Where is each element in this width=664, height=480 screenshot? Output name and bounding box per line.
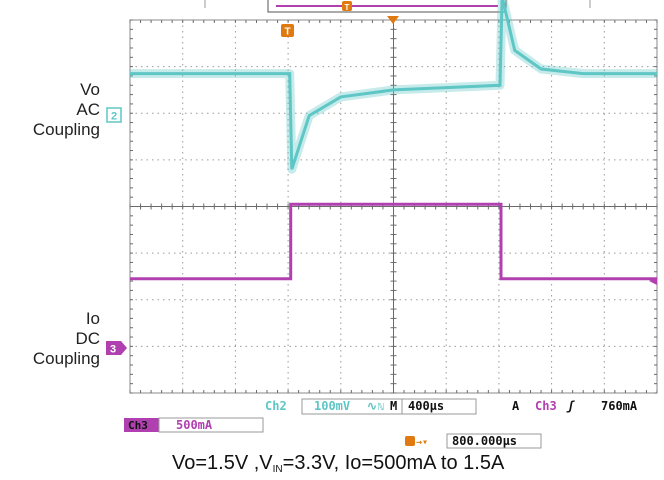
trigger-t-box <box>281 24 294 37</box>
ch2-trace <box>130 0 657 170</box>
ch2-marker-number: 2 <box>111 111 117 123</box>
trigger-t-marker: T <box>281 24 294 38</box>
caption-part1: Vo=1.5V ,V <box>172 452 273 474</box>
trigger-pos-arrow: →▾ <box>416 437 428 448</box>
io-label-line2: DC <box>75 329 100 348</box>
ch3-label: Ch3 <box>128 419 148 432</box>
ch3-ground-marker: 3 <box>106 341 127 356</box>
figure-caption: Vo=1.5V ,VIN=3.3V, Io=500mA to 1.5A <box>172 452 504 475</box>
ch3-trace <box>130 202 657 281</box>
trigger-level: 760mA <box>601 399 638 413</box>
trigger-pos-badge <box>405 436 415 446</box>
traces <box>130 0 657 281</box>
timebase-box <box>401 398 477 415</box>
trigger-position-marker <box>387 16 399 24</box>
ch3-scale-box <box>158 417 264 433</box>
record-bar: T <box>204 0 591 13</box>
ch3-badge <box>124 418 159 432</box>
trigger-slope-icon: ʃ <box>566 399 575 413</box>
trigger-t-letter: T <box>284 27 290 38</box>
vo-annotation: Vo AC Coupling <box>33 80 100 140</box>
trigger-position: 800.000µs <box>452 434 517 448</box>
vo-label-line2: AC <box>76 100 100 119</box>
caption-subscript: IN <box>272 464 283 475</box>
ch2-ground-marker: 2 <box>106 107 122 123</box>
time-prefix: M <box>390 399 397 413</box>
ch3-marker-number: 3 <box>110 344 116 356</box>
trigger-pos-box <box>446 433 542 449</box>
caption-part2: =3.3V, Io=500mA to 1.5A <box>282 452 505 474</box>
scope-status-bar: Ch2 100mV ∿ ℕ M 400µs A Ch3 ʃ 760mA Ch3 … <box>124 398 638 449</box>
record-trigger-letter: T <box>345 3 350 12</box>
ch2-bandwidth-limit-icon: ℕ <box>378 402 384 413</box>
io-label-line1: Io <box>85 309 100 328</box>
ch2-label: Ch2 <box>265 399 287 413</box>
io-label-line3: Coupling <box>32 349 100 368</box>
vo-label-line3: Coupling <box>32 120 100 139</box>
ch2-scale: 100mV <box>314 399 350 413</box>
record-trigger-marker <box>342 1 352 11</box>
ch3-scale: 500mA <box>176 418 213 432</box>
io-annotation: Io DC Coupling <box>33 309 100 369</box>
ch3-marker-shape <box>106 341 127 355</box>
vo-label-line1: Vo <box>80 80 100 99</box>
acquire-mode: A <box>512 399 520 413</box>
trigger-level-arrow <box>649 277 657 285</box>
trigger-channel: Ch3 <box>535 399 557 413</box>
ch2-marker-box <box>106 107 122 123</box>
trigger-position-arrow <box>387 16 399 24</box>
timebase: 400µs <box>408 399 444 413</box>
ch2-bandwidth-icon: ∿ <box>367 399 377 413</box>
